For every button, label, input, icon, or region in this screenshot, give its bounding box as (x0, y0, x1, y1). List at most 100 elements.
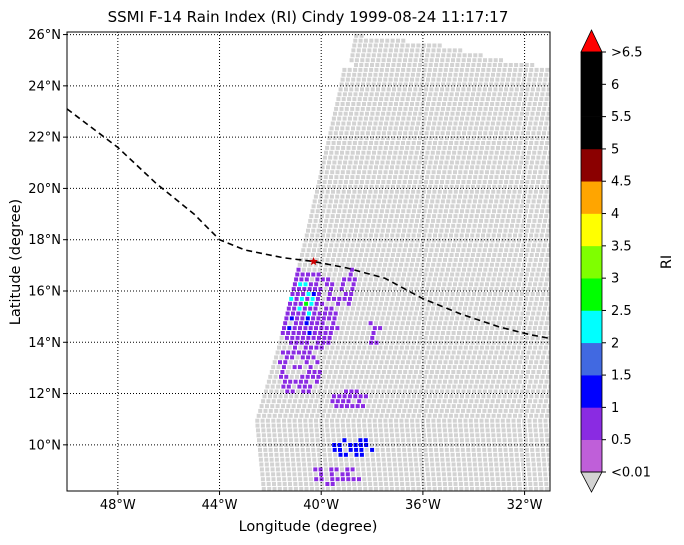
swath-pixel (436, 384, 441, 389)
swath-pixel (503, 63, 508, 67)
swath-pixel (422, 296, 427, 301)
swath-pixel (386, 452, 391, 457)
swath-pixel (371, 331, 376, 335)
swath-pixel (358, 360, 363, 365)
swath-pixel (314, 345, 319, 350)
swath-pixel (374, 233, 379, 238)
swath-pixel (464, 413, 469, 418)
swath-pixel (519, 92, 523, 97)
swath-pixel (347, 433, 352, 438)
swath-pixel (477, 355, 481, 360)
swath-pixel (476, 394, 481, 399)
swath-pixel (389, 482, 394, 486)
swath-pixel (311, 452, 316, 457)
swath-pixel (449, 316, 454, 321)
swath-pixel (467, 155, 471, 160)
swath-pixel (349, 131, 354, 136)
swath-pixel (509, 180, 514, 184)
swath-pixel (498, 87, 503, 92)
swath-pixel (370, 452, 375, 457)
colorbar-segment (581, 245, 602, 279)
swath-pixel (514, 204, 519, 209)
swath-pixel (435, 131, 440, 136)
swath-pixel (436, 48, 441, 53)
swath-pixel (438, 486, 442, 491)
swath-pixel (486, 340, 491, 345)
swath-pixel (325, 301, 330, 306)
swath-pixel (355, 506, 359, 510)
swath-pixel (459, 141, 464, 145)
swath-pixel (304, 413, 309, 418)
swath-pixel (376, 462, 381, 467)
swath-pixel (385, 184, 390, 189)
swath-pixel (371, 223, 376, 228)
swath-pixel (438, 413, 443, 418)
swath-pixel (541, 457, 546, 462)
swath-pixel (487, 316, 492, 321)
swath-pixel (449, 116, 454, 121)
swath-pixel (323, 175, 328, 180)
swath-pixel (341, 214, 346, 219)
swath-pixel (314, 301, 319, 306)
y-axis-label: Latitude (degree) (8, 199, 24, 325)
swath-pixel (339, 82, 344, 87)
swath-pixel (378, 72, 383, 77)
swath-pixel (324, 170, 329, 175)
swath-pixel (476, 492, 480, 496)
swath-pixel (364, 253, 369, 257)
swath-pixel (361, 350, 365, 355)
swath-pixel (414, 106, 419, 111)
swath-pixel (331, 340, 336, 345)
swath-pixel (527, 306, 532, 311)
swath-pixel (356, 282, 361, 287)
swath-pixel (513, 443, 518, 447)
swath-pixel (473, 350, 478, 355)
swath-pixel (276, 365, 281, 370)
swath-pixel (495, 472, 500, 477)
swath-pixel (544, 482, 549, 486)
swath-pixel (443, 413, 448, 418)
swath-pixel (477, 408, 481, 413)
swath-pixel (377, 175, 382, 180)
swath-pixel (274, 447, 278, 452)
swath-pixel (335, 145, 340, 150)
swath-pixel (499, 82, 504, 87)
swath-pixel (424, 223, 429, 228)
swath-pixel (383, 345, 388, 350)
swath-pixel (349, 223, 354, 228)
swath-pixel (438, 277, 443, 282)
swath-pixel (475, 379, 480, 384)
swath-pixel (417, 296, 422, 301)
swath-pixel (406, 492, 410, 496)
swath-pixel (493, 452, 498, 457)
swath-pixel (482, 497, 486, 501)
swath-pixel (359, 447, 364, 452)
swath-pixel (371, 82, 376, 87)
swath-pixel (472, 370, 477, 374)
y-tick-label: 12°N (28, 387, 61, 402)
swath-pixel (293, 379, 298, 384)
swath-pixel (372, 48, 377, 53)
swath-pixel (491, 413, 496, 418)
swath-pixel (483, 267, 488, 272)
swath-pixel (447, 77, 452, 82)
swath-pixel (312, 462, 317, 467)
swath-pixel (432, 165, 437, 170)
swath-pixel (479, 326, 484, 331)
swath-pixel (544, 428, 549, 433)
swath-pixel (479, 345, 484, 350)
swath-pixel (275, 370, 280, 374)
swath-pixel (386, 355, 391, 360)
swath-pixel (505, 331, 509, 335)
swath-pixel (400, 189, 405, 194)
swath-pixel (278, 438, 283, 443)
swath-pixel (536, 131, 541, 136)
swath-pixel (354, 452, 359, 457)
swath-pixel (522, 77, 527, 82)
swath-pixel (308, 423, 313, 428)
swath-pixel (310, 492, 314, 496)
swath-pixel (322, 355, 327, 360)
swath-pixel (483, 175, 488, 180)
swath-pixel (545, 141, 550, 145)
swath-pixel (420, 472, 425, 477)
